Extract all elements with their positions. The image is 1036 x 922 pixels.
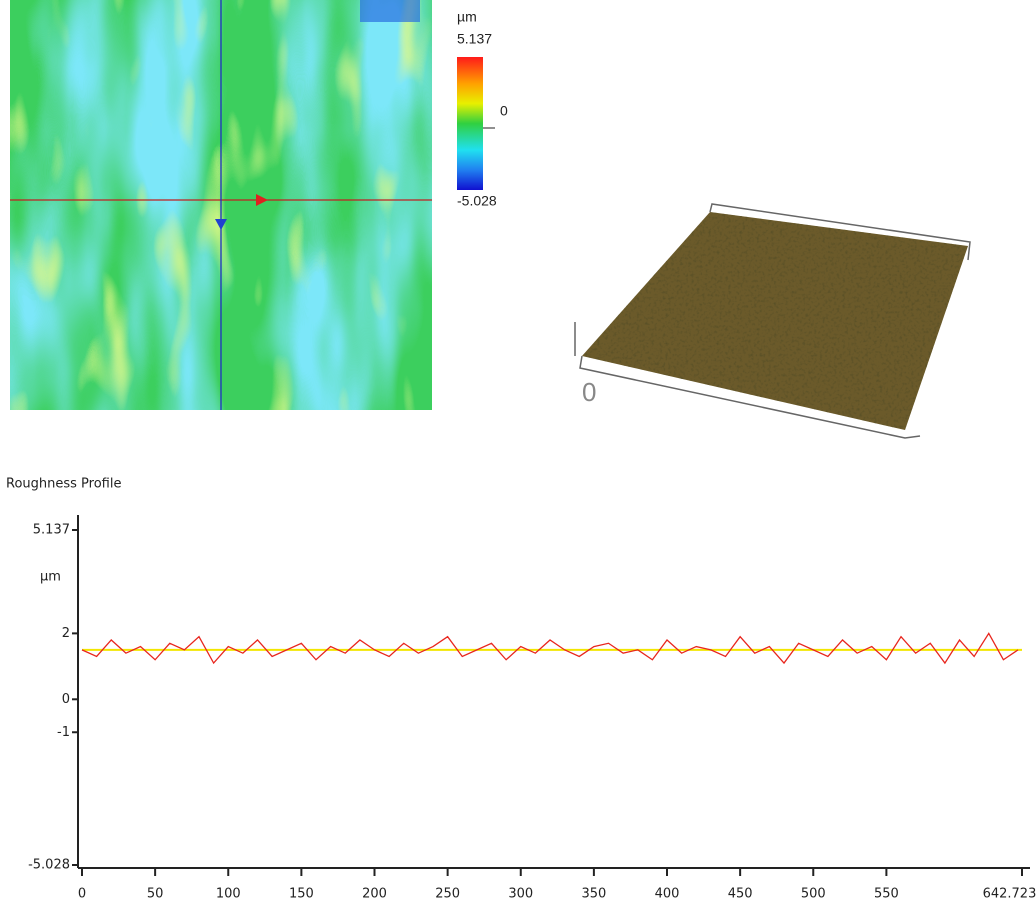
x-tick-label: 200 <box>362 887 387 902</box>
x-tick-label: 300 <box>508 887 533 902</box>
y-tick-label: 0 <box>62 692 70 707</box>
y-tick-label: 2 <box>62 626 70 641</box>
x-tick-label: 550 <box>874 887 899 902</box>
colorbar-zero: 0 <box>500 103 508 119</box>
y-tick-label: -5.028 <box>28 858 70 873</box>
x-tick-label: 400 <box>655 887 680 902</box>
x-tick-label: 350 <box>581 887 606 902</box>
colorbar-unit: µm <box>457 9 477 25</box>
marker-red <box>256 194 268 206</box>
x-tick-label: 450 <box>728 887 753 902</box>
colorbar <box>457 57 483 190</box>
x-tick-label: 50 <box>147 887 164 902</box>
axis-zero: 0 <box>582 377 596 407</box>
profile-title: Roughness Profile <box>6 477 121 492</box>
x-tick-label: 100 <box>216 887 241 902</box>
x-tick-label: 0 <box>78 887 86 902</box>
x-tick-label: 500 <box>801 887 826 902</box>
x-tick-label: 150 <box>289 887 314 902</box>
colorbar-max: 5.137 <box>457 31 492 47</box>
surface-3d: 0 <box>574 203 971 439</box>
profile-line <box>81 632 1019 665</box>
y-tick-label: 5.137 <box>33 523 70 538</box>
x-tick-label: 642.723 µm <box>983 887 1036 902</box>
colorbar-min: -5.028 <box>457 193 497 209</box>
marker-blue <box>215 219 227 230</box>
y-tick-label: -1 <box>57 725 70 740</box>
x-tick-label: 250 <box>435 887 460 902</box>
y-axis-label: µm <box>40 570 61 585</box>
